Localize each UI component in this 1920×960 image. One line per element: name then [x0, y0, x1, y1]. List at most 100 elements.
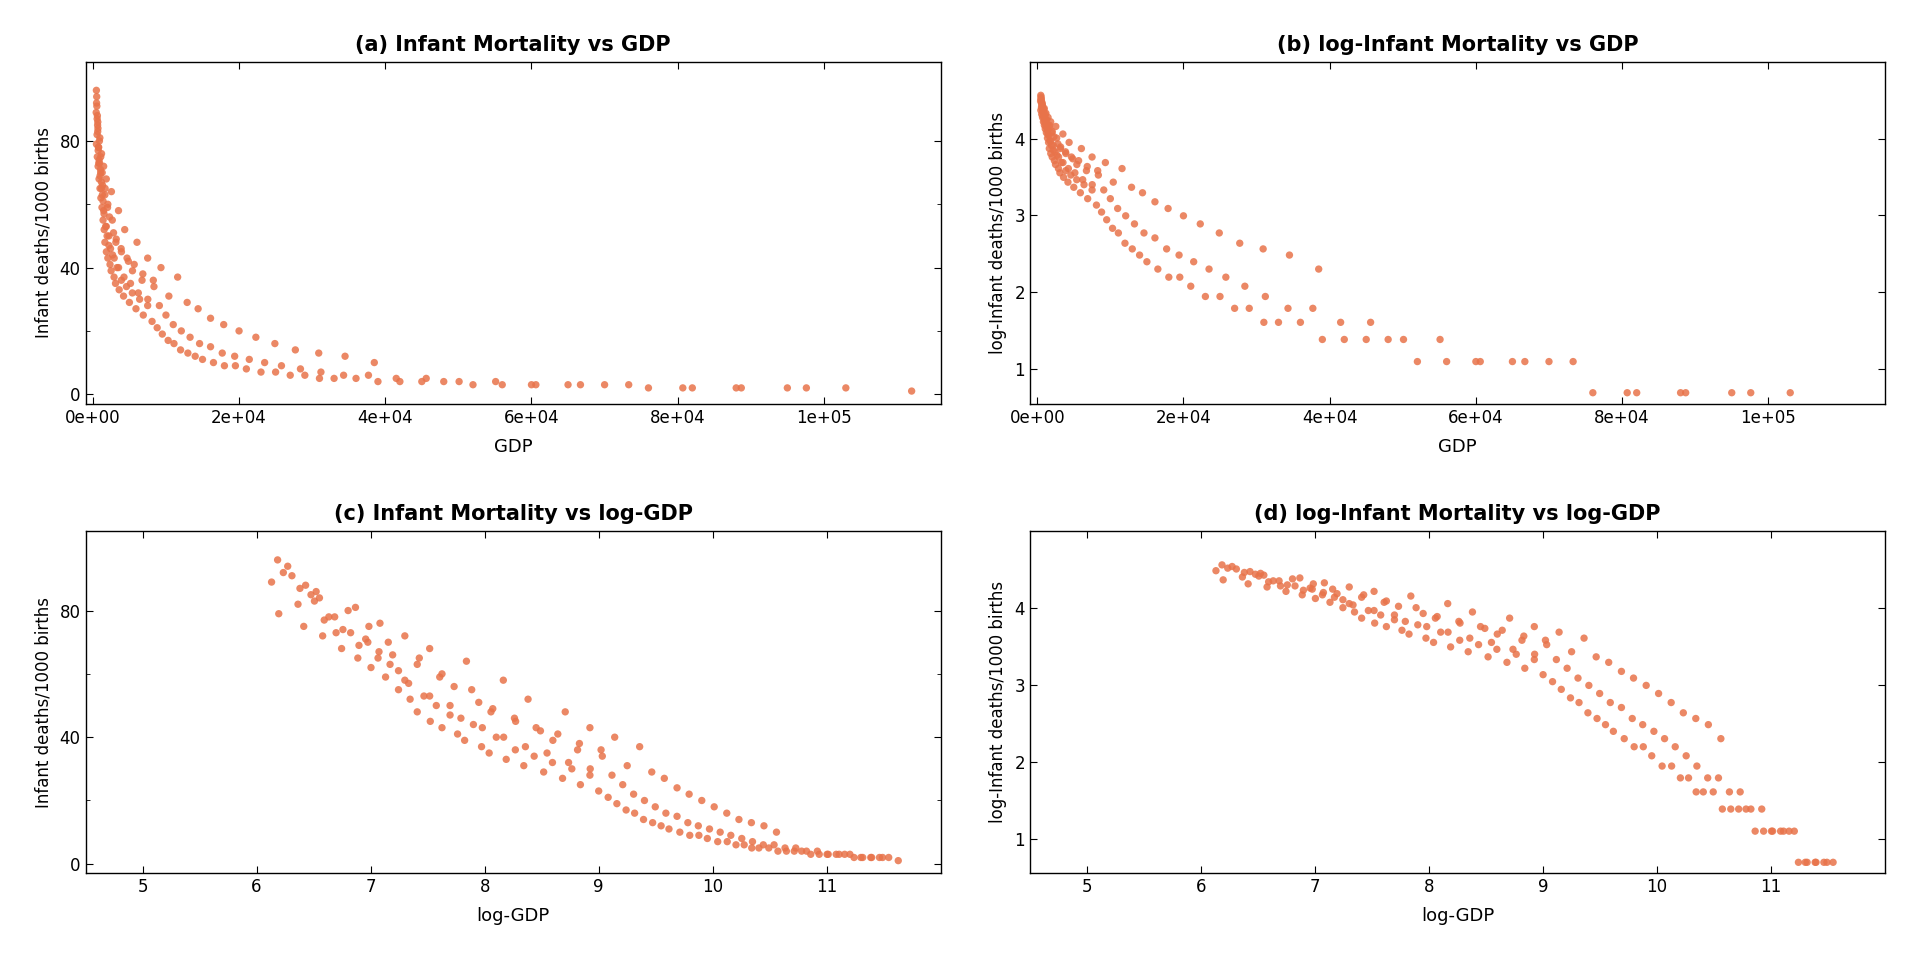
Point [1027, 109, 1058, 125]
Point [104, 282, 134, 298]
Point [1672, 770, 1703, 785]
Point [127, 273, 157, 288]
Point [511, 739, 541, 755]
Point [1027, 96, 1058, 111]
Point [1528, 667, 1559, 683]
Point [584, 783, 614, 799]
Point [463, 695, 493, 710]
Point [1071, 163, 1102, 179]
Point [735, 815, 766, 830]
Point [564, 377, 595, 393]
Point [1046, 155, 1077, 170]
Y-axis label: log-Infant deaths/1000 births: log-Infant deaths/1000 births [989, 111, 1008, 354]
Point [1319, 589, 1350, 605]
Point [1056, 150, 1087, 165]
Point [154, 288, 184, 303]
Point [1636, 748, 1667, 763]
Point [88, 158, 119, 174]
Point [1582, 710, 1613, 726]
Point [1043, 136, 1073, 152]
Point [864, 850, 895, 865]
Point [1066, 141, 1096, 156]
Title: (a) Infant Mortality vs GDP: (a) Infant Mortality vs GDP [355, 35, 670, 55]
Point [84, 165, 115, 180]
Point [1670, 385, 1701, 400]
Point [1542, 652, 1572, 667]
Point [1037, 150, 1068, 165]
Point [812, 847, 843, 862]
Point [726, 380, 756, 396]
Point [1091, 155, 1121, 170]
Point [1116, 180, 1146, 195]
Point [601, 796, 632, 811]
Point [1619, 670, 1649, 685]
Point [102, 231, 132, 247]
Point [1352, 332, 1382, 348]
Point [1027, 104, 1058, 119]
Point [1354, 603, 1384, 618]
Point [1027, 94, 1058, 109]
Point [1117, 241, 1148, 256]
Point [883, 853, 914, 869]
Point [100, 276, 131, 291]
Point [440, 679, 470, 694]
Point [620, 805, 651, 821]
Point [1029, 107, 1060, 122]
Point [1025, 87, 1056, 103]
Point [180, 348, 211, 364]
Point [547, 771, 578, 786]
Title: (c) Infant Mortality vs log-GDP: (c) Infant Mortality vs log-GDP [334, 504, 693, 524]
Point [1041, 131, 1071, 146]
Point [1039, 129, 1069, 144]
Point [1031, 117, 1062, 132]
Point [1509, 660, 1540, 676]
Point [720, 380, 751, 396]
Point [1346, 611, 1377, 626]
Point [1094, 191, 1125, 206]
Point [574, 767, 605, 782]
Point [1519, 652, 1549, 667]
Point [175, 329, 205, 345]
Point [557, 761, 588, 777]
Point [1246, 565, 1277, 581]
Point [1546, 682, 1576, 697]
Point [86, 165, 117, 180]
Point [1041, 156, 1071, 172]
Point [1680, 710, 1711, 726]
Point [94, 238, 125, 253]
Point [1828, 908, 1859, 924]
Point [90, 219, 121, 234]
Point [1334, 596, 1365, 612]
Point [1288, 583, 1319, 598]
Point [132, 298, 163, 313]
Point [363, 373, 394, 389]
Point [123, 285, 154, 300]
Point [703, 834, 733, 850]
Point [553, 377, 584, 393]
Point [234, 351, 265, 367]
Point [712, 834, 743, 850]
Point [593, 790, 624, 805]
Point [672, 815, 703, 830]
Point [309, 612, 340, 628]
Point [691, 830, 722, 846]
Point [1031, 116, 1062, 132]
Point [84, 133, 115, 149]
Point [1044, 141, 1075, 156]
Point [159, 336, 190, 351]
Point [401, 657, 432, 672]
Point [1584, 685, 1615, 701]
Point [1127, 185, 1158, 201]
Point [86, 178, 117, 193]
Point [434, 698, 465, 713]
Point [1594, 655, 1624, 670]
Point [288, 618, 319, 634]
Point [1402, 617, 1432, 633]
Point [1461, 354, 1492, 370]
Point [726, 830, 756, 846]
Point [743, 840, 774, 855]
Point [1649, 731, 1680, 746]
Point [384, 373, 415, 389]
Point [1027, 114, 1058, 130]
Point [1572, 706, 1603, 721]
